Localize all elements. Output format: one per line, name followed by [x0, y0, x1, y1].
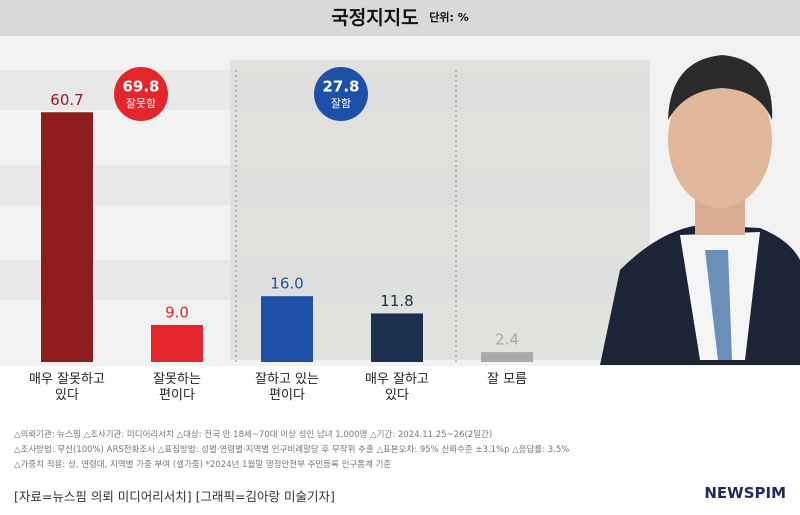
note: △의뢰기관: 뉴스핌 △조사기관: 미디어리서치 △대상: 전국 만 18세~7…: [14, 430, 493, 440]
group-value: 69.8: [122, 78, 159, 96]
bar: [261, 296, 313, 362]
value-label: 60.7: [50, 91, 83, 109]
value-label: 16.0: [270, 275, 303, 293]
group-value: 27.8: [322, 78, 359, 96]
portrait: [600, 55, 800, 365]
x-tick-label: 잘 모름: [486, 372, 527, 387]
title-text: 국정지지도: [331, 7, 418, 29]
note: △가중치 적용: 성, 연령대, 지역별 가중 부여 (셀가중) *2024년 …: [14, 460, 392, 470]
bar: [371, 313, 423, 362]
x-tick-label: 매우 잘못하고 있다: [29, 372, 105, 403]
header-band: [0, 0, 800, 36]
x-tick-label: 매우 잘하고 있다: [365, 372, 429, 403]
source: [자료=뉴스핌 의뢰 미디어리서치] [그래픽=김아랑 미술기자]: [14, 489, 335, 504]
group-label: 잘함: [331, 97, 351, 110]
x-tick-label: 잘하고 있는 편이다: [255, 372, 319, 403]
logo: NEWSPIM: [704, 484, 786, 502]
group-badge: [114, 67, 168, 121]
bar: [151, 324, 203, 362]
group-label: 잘못함: [126, 97, 156, 110]
title: 국정지지도 단위: %: [331, 7, 469, 29]
value-label: 9.0: [165, 303, 189, 321]
value-label: 2.4: [495, 331, 519, 349]
x-tick-label: 잘못하는 편이다: [153, 372, 201, 403]
stripe: [0, 260, 650, 300]
bar: [481, 352, 533, 362]
note: △조사방법: 무선(100%) ARS전화조사 △표집방법: 성별·연령별·지역…: [14, 445, 570, 455]
group-badge: [314, 67, 368, 121]
unit: 단위: %: [429, 10, 469, 24]
stripe: [0, 165, 650, 205]
value-label: 11.8: [380, 292, 413, 310]
bar: [41, 112, 93, 363]
